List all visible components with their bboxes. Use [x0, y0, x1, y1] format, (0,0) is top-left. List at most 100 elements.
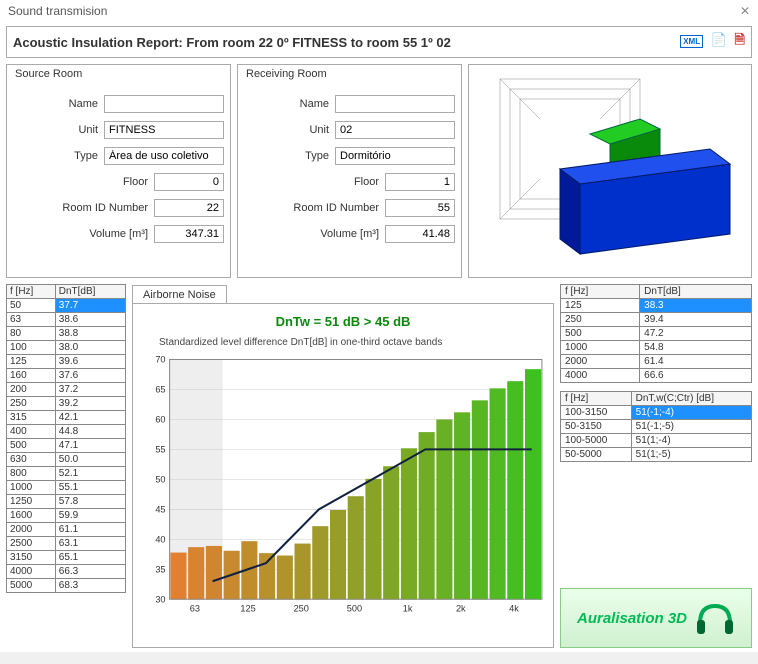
svg-text:2k: 2k [456, 603, 466, 613]
close-icon[interactable]: ✕ [740, 4, 750, 18]
page-icon[interactable]: 📄 [711, 32, 727, 47]
label-volume: Volume [m³] [320, 228, 379, 240]
label-volume: Volume [m³] [89, 228, 148, 240]
label-type: Type [74, 150, 98, 162]
recv-type-input[interactable] [335, 147, 455, 165]
table-row[interactable]: 63050.0 [7, 453, 126, 467]
recv-unit-input[interactable] [335, 121, 455, 139]
label-name: Name [69, 98, 98, 110]
pdf-icon[interactable]: 🗎 [735, 32, 745, 47]
source-volume-input[interactable] [154, 225, 224, 243]
chart-svg: 30 35 40 45 50 55 60 65 70 63 125 250 500 1k 2k 4k [139, 352, 547, 622]
table-row[interactable]: 6338.6 [7, 313, 126, 327]
table-row[interactable]: 50-315051(-1;-5) [561, 420, 752, 434]
label-floor: Floor [123, 176, 148, 188]
table-row[interactable]: 25039.4 [561, 313, 752, 327]
svg-text:40: 40 [155, 534, 165, 544]
table-row[interactable]: 400066.6 [561, 369, 752, 383]
header-toolbar: XML 📄 🗎 [676, 31, 745, 53]
table-row[interactable]: 25039.2 [7, 397, 126, 411]
svg-text:65: 65 [155, 385, 165, 395]
table-row[interactable]: 400066.3 [7, 565, 126, 579]
source-name-input[interactable] [104, 95, 224, 113]
recv-roomid-input[interactable] [385, 199, 455, 217]
recv-name-input[interactable] [335, 95, 455, 113]
chart-subtitle: Standardized level difference DnT[dB] in… [159, 337, 547, 348]
table-row[interactable]: 50-500051(1;-5) [561, 448, 752, 462]
svg-text:63: 63 [190, 603, 200, 613]
svg-text:1k: 1k [403, 603, 413, 613]
report-title: Acoustic Insulation Report: From room 22… [13, 35, 451, 50]
table-row[interactable]: 500068.3 [7, 579, 126, 593]
table-row[interactable]: 12539.6 [7, 355, 126, 369]
svg-text:4k: 4k [509, 603, 519, 613]
table-row[interactable]: 100055.1 [7, 481, 126, 495]
source-roomid-input[interactable] [154, 199, 224, 217]
source-floor-input[interactable] [154, 173, 224, 191]
svg-text:60: 60 [155, 414, 165, 424]
table-row[interactable]: 20037.2 [7, 383, 126, 397]
label-type: Type [305, 150, 329, 162]
svg-text:30: 30 [155, 594, 165, 604]
svg-text:55: 55 [155, 444, 165, 454]
source-unit-input[interactable] [104, 121, 224, 139]
table-row[interactable]: 200061.1 [7, 523, 126, 537]
octave-table[interactable]: f [Hz]DnT[dB]12538.325039.450047.2100054… [560, 284, 752, 383]
table-row[interactable]: 160059.9 [7, 509, 126, 523]
recv-floor-input[interactable] [385, 173, 455, 191]
logo-text: Auralisation 3D [577, 610, 687, 627]
table-row[interactable]: 16037.6 [7, 369, 126, 383]
svg-text:250: 250 [294, 603, 309, 613]
window-title: Sound transmision [8, 4, 107, 18]
headphones-icon [695, 598, 735, 638]
svg-text:500: 500 [347, 603, 362, 613]
label-floor: Floor [354, 176, 379, 188]
table-row[interactable]: 50047.2 [561, 327, 752, 341]
table-row[interactable]: 100-315051(-1;-4) [561, 406, 752, 420]
source-type-input[interactable] [104, 147, 224, 165]
table-row[interactable]: 40044.8 [7, 425, 126, 439]
table-row[interactable]: 250063.1 [7, 537, 126, 551]
chart-area: Airborne Noise DnTw = 51 dB > 45 dB Stan… [132, 284, 554, 648]
table-row[interactable]: 5037.7 [7, 299, 126, 313]
table-row[interactable]: 100-500051(1;-4) [561, 434, 752, 448]
xml-icon[interactable]: XML [680, 35, 703, 48]
building-isometric-icon [480, 69, 740, 269]
auralisation-logo[interactable]: Auralisation 3D [560, 588, 752, 648]
table-row[interactable]: 31542.1 [7, 411, 126, 425]
table-row[interactable]: 10038.0 [7, 341, 126, 355]
table-row[interactable]: 8038.8 [7, 327, 126, 341]
title-bar: Sound transmision ✕ [0, 0, 758, 22]
table-row[interactable]: 315065.1 [7, 551, 126, 565]
table-row[interactable]: 100054.8 [561, 341, 752, 355]
svg-text:35: 35 [155, 564, 165, 574]
table-row[interactable]: 12538.3 [561, 299, 752, 313]
label-roomid: Room ID Number [293, 202, 379, 214]
source-panel-title: Source Room [13, 68, 224, 86]
chart-title: DnTw = 51 dB > 45 dB [139, 314, 547, 329]
chart-box: DnTw = 51 dB > 45 dB Standardized level … [132, 303, 554, 648]
right-column: f [Hz]DnT[dB]12538.325039.450047.2100054… [560, 284, 752, 648]
svg-text:70: 70 [155, 355, 165, 365]
svg-text:50: 50 [155, 474, 165, 484]
left-freq-table[interactable]: f [Hz]DnT[dB]5037.76338.68038.810038.012… [6, 284, 126, 593]
tab-airborne[interactable]: Airborne Noise [132, 285, 227, 304]
label-roomid: Room ID Number [62, 202, 148, 214]
building-3d-view[interactable] [468, 64, 752, 278]
table-row[interactable]: 50047.1 [7, 439, 126, 453]
recv-panel-title: Receiving Room [244, 68, 455, 86]
source-room-panel: Source Room Name Unit Type Floor Room ID… [6, 64, 231, 278]
table-row[interactable]: 200061.4 [561, 355, 752, 369]
table-row[interactable]: 125057.8 [7, 495, 126, 509]
svg-text:45: 45 [155, 504, 165, 514]
report-header: Acoustic Insulation Report: From room 22… [6, 26, 752, 58]
label-name: Name [300, 98, 329, 110]
label-unit: Unit [309, 124, 329, 136]
label-unit: Unit [78, 124, 98, 136]
recv-volume-input[interactable] [385, 225, 455, 243]
weighted-table[interactable]: f [Hz]DnT,w(C;Ctr) [dB]100-315051(-1;-4)… [560, 391, 752, 462]
left-freq-table-wrap: f [Hz]DnT[dB]5037.76338.68038.810038.012… [6, 284, 126, 648]
table-row[interactable]: 80052.1 [7, 467, 126, 481]
receiving-room-panel: Receiving Room Name Unit Type Floor Room… [237, 64, 462, 278]
svg-text:125: 125 [240, 603, 255, 613]
